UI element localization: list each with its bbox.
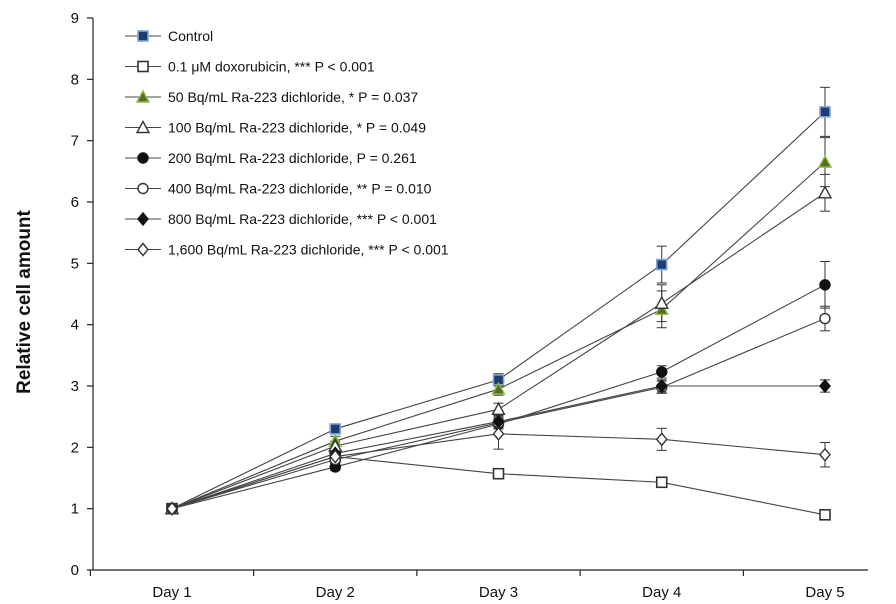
legend-marker	[137, 182, 149, 195]
series-line-1	[171, 455, 826, 516]
y-tick-label: 3	[71, 378, 79, 395]
legend-item: 800 Bq/mL Ra-223 dichloride, *** P < 0.0…	[125, 211, 437, 227]
legend-label: 800 Bq/mL Ra-223 dichloride, *** P < 0.0…	[168, 211, 437, 227]
data-point-3-3	[654, 295, 669, 309]
legend: Control 0.1 μM doxorubicin, *** P < 0.001…	[125, 28, 449, 258]
legend-item: 0.1 μM doxorubicin, *** P < 0.001	[125, 59, 375, 75]
data-point-1-4	[819, 508, 831, 521]
data-point-0-3	[655, 258, 668, 271]
legend-label: 100 Bq/mL Ra-223 dichloride, * P = 0.049	[168, 120, 426, 136]
data-point-7-4	[819, 447, 831, 462]
data-point-3-4	[817, 185, 833, 199]
data-point-7-1	[329, 449, 342, 464]
legend-item: 400 Bq/mL Ra-223 dichloride, ** P = 0.01…	[125, 181, 432, 197]
series-lines	[171, 111, 826, 516]
data-point-2-2	[491, 381, 506, 395]
legend-item: 100 Bq/mL Ra-223 dichloride, * P = 0.049	[125, 120, 426, 136]
y-tick-label: 1	[71, 501, 79, 518]
y-tick-label: 0	[71, 562, 79, 579]
data-point-0-4	[819, 106, 831, 118]
data-point-2-4	[817, 154, 833, 168]
data-point-7-3	[655, 432, 668, 447]
x-tick-label: Day 3	[479, 584, 518, 601]
y-tick-label: 2	[71, 439, 79, 456]
y-tick-label: 4	[71, 317, 79, 334]
data-point-4-3	[656, 366, 668, 378]
legend-marker	[137, 211, 149, 227]
legend-label: 200 Bq/mL Ra-223 dichloride, P = 0.261	[168, 150, 417, 166]
legend-label: Control	[168, 28, 213, 44]
data-point-1-2	[492, 467, 505, 480]
data-point-6-4	[819, 378, 831, 394]
y-ticks: 0 1 2 3 4 5 6 7 8 9	[71, 10, 93, 579]
legend-marker	[137, 60, 149, 73]
y-axis-title: Relative cell amount	[14, 209, 35, 393]
x-tick-label: Day 4	[642, 584, 681, 601]
data-point-0-1	[329, 423, 342, 435]
y-tick-label: 9	[71, 10, 79, 27]
x-tick-label: Day 2	[316, 584, 355, 601]
data-point-5-4	[819, 312, 831, 325]
legend-label: 1,600 Bq/mL Ra-223 dichloride, *** P < 0…	[168, 242, 449, 258]
y-tick-label: 8	[71, 71, 79, 88]
data-point-7-0	[166, 501, 178, 516]
y-tick-label: 7	[71, 133, 79, 150]
legend-label: 400 Bq/mL Ra-223 dichloride, ** P = 0.01…	[168, 181, 432, 197]
legend-marker	[135, 120, 151, 134]
y-tick-label: 6	[71, 194, 79, 211]
axes: 0 1 2 3 4 5 6 7 8 9 Day 1 Day 2 Day 3 Day 4 Day 5	[71, 10, 868, 601]
legend-label: 50 Bq/mL Ra-223 dichloride, * P = 0.037	[168, 89, 418, 105]
legend-marker	[137, 152, 149, 164]
x-tick-label: Day 5	[805, 584, 844, 601]
data-point-6-3	[655, 378, 668, 394]
data-point-7-2	[492, 426, 505, 441]
legend-marker	[137, 30, 149, 42]
legend-marker	[135, 89, 151, 103]
data-point-4-4	[819, 279, 831, 291]
x-tick-label: Day 1	[152, 584, 191, 601]
legend-item: Control	[125, 28, 213, 44]
legend-item: 50 Bq/mL Ra-223 dichloride, * P = 0.037	[125, 89, 418, 105]
legend-label: 0.1 μM doxorubicin, *** P < 0.001	[168, 59, 375, 75]
legend-item: 1,600 Bq/mL Ra-223 dichloride, *** P < 0…	[125, 242, 449, 258]
legend-marker	[137, 242, 149, 257]
data-markers	[164, 106, 833, 521]
legend-item: 200 Bq/mL Ra-223 dichloride, P = 0.261	[125, 150, 417, 166]
y-tick-label: 5	[71, 255, 79, 272]
data-point-1-3	[655, 476, 668, 489]
data-point-3-2	[491, 401, 506, 416]
x-ticks: Day 1 Day 2 Day 3 Day 4 Day 5	[89, 570, 845, 601]
